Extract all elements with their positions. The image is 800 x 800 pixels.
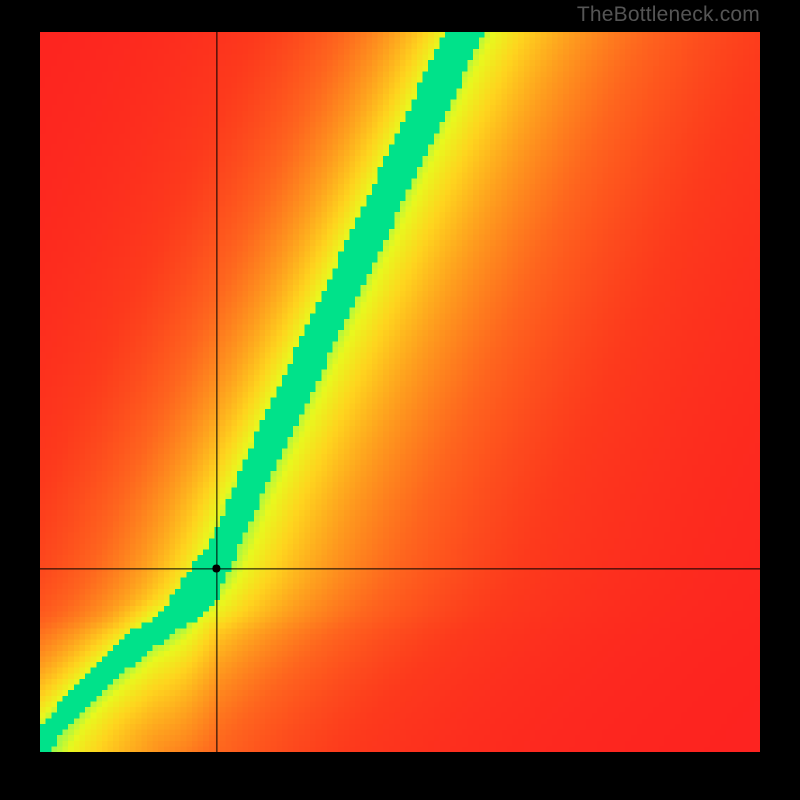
heatmap-chart bbox=[40, 32, 760, 752]
crosshair-overlay bbox=[40, 32, 760, 752]
attribution-text: TheBottleneck.com bbox=[577, 3, 760, 27]
